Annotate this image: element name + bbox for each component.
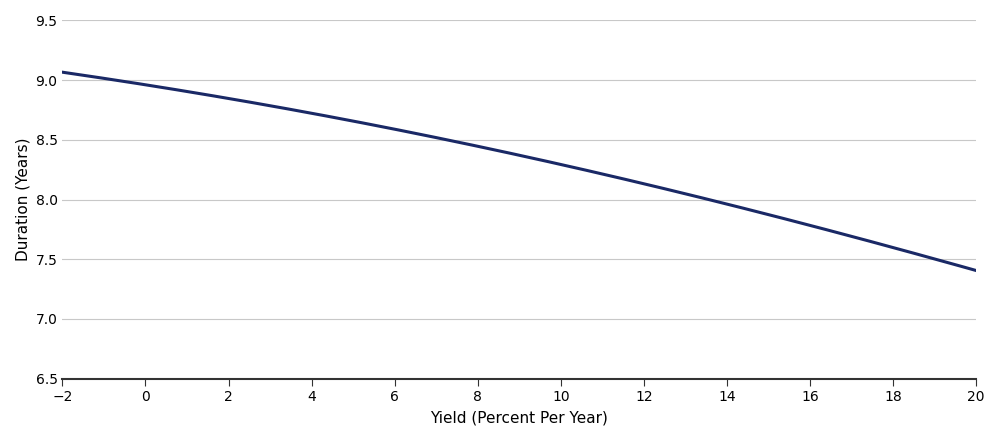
Y-axis label: Duration (Years): Duration (Years) bbox=[15, 138, 30, 261]
X-axis label: Yield (Percent Per Year): Yield (Percent Per Year) bbox=[430, 410, 608, 425]
